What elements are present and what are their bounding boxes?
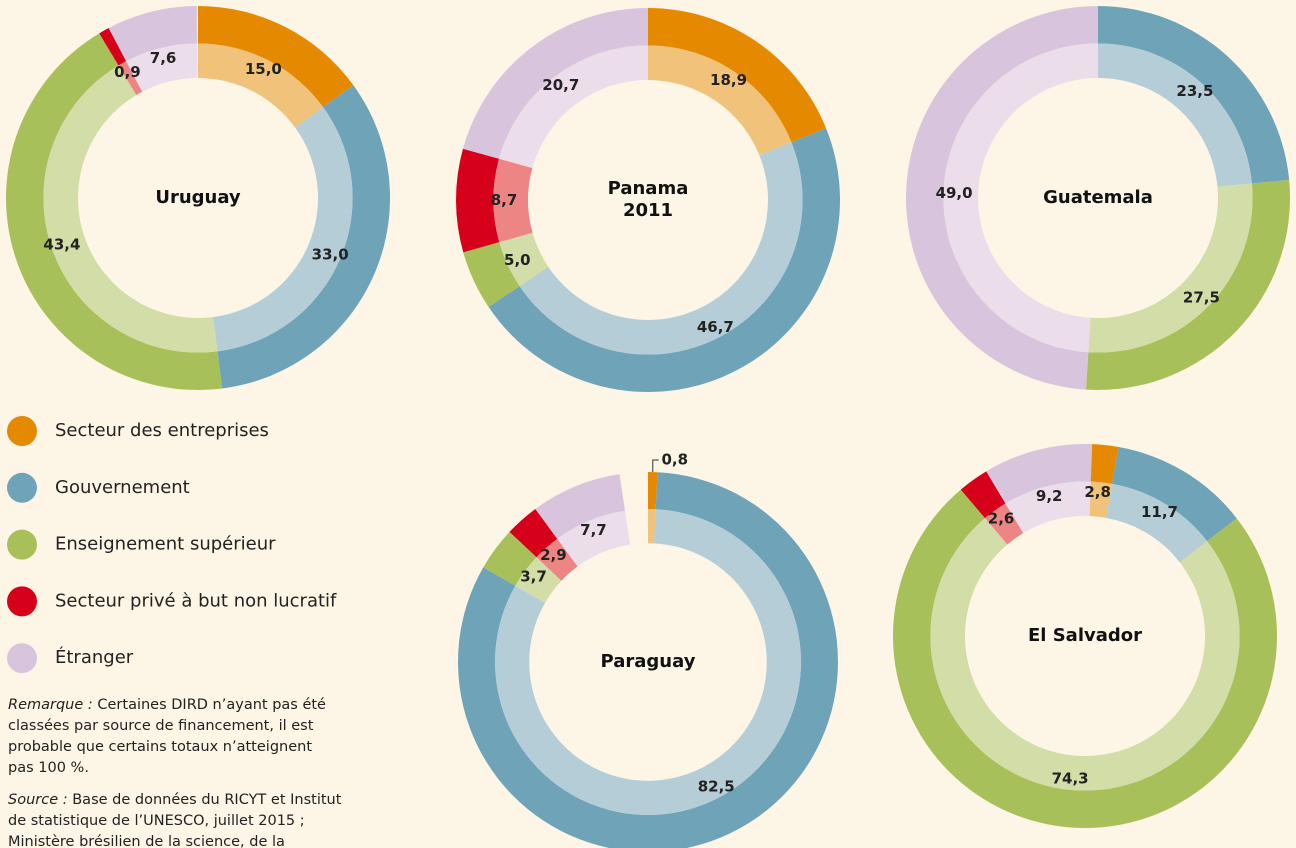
legend-swatch — [7, 529, 37, 560]
value-label: 15,0 — [245, 60, 282, 78]
slice-outer — [960, 471, 1006, 519]
slice-outer — [1085, 444, 1119, 484]
slice-outer — [99, 28, 127, 66]
slice-inner — [557, 510, 631, 567]
value-label: 27,5 — [1183, 289, 1220, 307]
slice-inner — [126, 43, 198, 92]
value-label: 82,5 — [698, 778, 735, 796]
value-label: 7,6 — [150, 49, 177, 67]
value-label: 23,5 — [1176, 82, 1213, 100]
value-label: 0,8 — [661, 451, 688, 469]
slice-inner — [1088, 183, 1253, 353]
slice-inner — [43, 65, 218, 353]
source-label: Source : — [8, 792, 68, 808]
slice-inner — [1085, 481, 1113, 518]
slice-inner — [515, 557, 562, 603]
value-label: 2,9 — [540, 546, 567, 564]
value-label: 2,8 — [1084, 483, 1111, 501]
slice-outer — [986, 443, 1093, 504]
slice-outer — [648, 8, 827, 143]
value-label: 20,7 — [542, 76, 579, 94]
slice-inner — [930, 518, 1240, 791]
legend-swatch — [7, 586, 37, 617]
chart-title: El Salvador — [1028, 625, 1142, 646]
slice-inner — [536, 538, 578, 581]
source: Source : Base de données du RICYT et Ins… — [8, 790, 348, 848]
chart-subtitle: 2011 — [623, 200, 673, 221]
slice-outer — [488, 128, 841, 393]
chart-title: Panama — [608, 178, 689, 199]
slice-outer — [893, 489, 1277, 829]
note-label: Remarque : — [8, 697, 93, 713]
value-label: 9,2 — [1036, 487, 1063, 505]
value-label: 43,4 — [43, 236, 80, 254]
legend-label: Étranger — [55, 646, 134, 668]
chart-title: Guatemala — [1043, 187, 1153, 208]
legend-label: Secteur des entreprises — [55, 420, 269, 441]
slice-inner — [1098, 43, 1252, 187]
legend-swatch — [7, 643, 37, 674]
slice-inner — [1005, 481, 1091, 534]
slice-outer — [217, 85, 390, 389]
slice-inner — [198, 43, 324, 128]
slice-inner — [519, 142, 803, 355]
source-text: Base de données du RICYT et Institut de … — [8, 792, 342, 848]
slice-inner — [499, 45, 648, 168]
slice-outer — [905, 6, 1098, 390]
slice-outer — [1098, 6, 1290, 184]
value-label: 2,6 — [988, 509, 1015, 527]
slice-inner — [1106, 483, 1208, 563]
chart-title: Paraguay — [601, 651, 696, 672]
note-text: Certaines DIRD n’ayant pas été classées … — [8, 697, 326, 776]
slice-outer — [483, 531, 537, 586]
slice-outer — [456, 148, 500, 253]
slice-outer — [648, 472, 658, 510]
value-label: 11,7 — [1141, 503, 1178, 521]
legend-swatch — [7, 472, 37, 503]
slice-inner — [984, 503, 1024, 545]
slice-outer — [462, 8, 648, 159]
slice-inner — [648, 509, 656, 544]
slice-inner — [118, 61, 143, 96]
value-label: 33,0 — [312, 246, 349, 264]
chart-title: Uruguay — [155, 187, 241, 208]
value-label: 46,7 — [697, 318, 734, 336]
leader-line — [652, 459, 659, 473]
slice-outer — [5, 33, 223, 391]
legend-label: Enseignement supérieur — [55, 534, 276, 555]
note: Remarque : Certaines DIRD n’ayant pas ét… — [8, 695, 338, 779]
value-label: 49,0 — [936, 184, 973, 202]
value-label: 8,7 — [491, 191, 518, 209]
value-label: 0,9 — [114, 63, 141, 81]
legend-label: Gouvernement — [55, 477, 190, 498]
slice-outer — [1085, 179, 1290, 391]
slice-outer — [509, 508, 558, 558]
value-label: 74,3 — [1052, 770, 1089, 788]
slice-inner — [499, 232, 549, 287]
slice-inner — [213, 107, 353, 352]
value-label: 5,0 — [504, 251, 531, 269]
slice-inner — [648, 45, 792, 156]
value-label: 7,7 — [580, 521, 607, 539]
value-label: 18,9 — [710, 71, 747, 89]
legend-label: Secteur privé à but non lucratif — [55, 590, 337, 611]
slice-outer — [463, 242, 520, 307]
slice-outer — [198, 6, 354, 108]
slice-outer — [108, 6, 198, 62]
slice-outer — [1112, 446, 1237, 542]
legend-swatch — [7, 416, 37, 446]
slice-inner — [943, 43, 1098, 353]
value-label: 3,7 — [520, 568, 547, 586]
slice-inner — [493, 158, 533, 243]
slice-outer — [535, 474, 626, 539]
